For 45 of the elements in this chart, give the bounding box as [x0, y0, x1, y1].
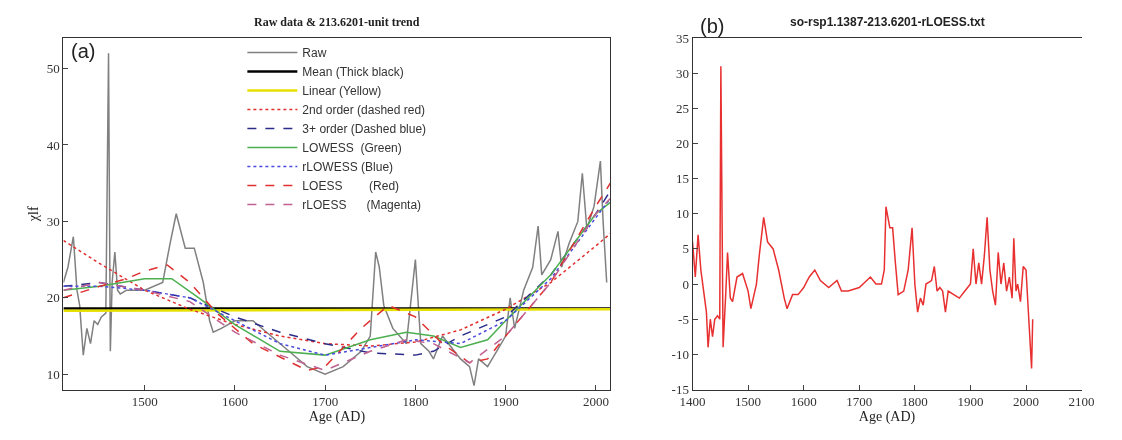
legend-label: rLOESS (Magenta) — [302, 198, 422, 213]
line-series — [692, 65, 1034, 370]
y-tick-label: 50 — [46, 61, 60, 77]
annotation: (a) — [71, 40, 96, 62]
x-tick-label: 1900 — [492, 394, 519, 410]
x-tick-label: 1800 — [901, 394, 928, 410]
y-tick-label: 30 — [675, 65, 689, 81]
x-axis-title: Age (AD) — [308, 409, 366, 426]
legend-label: Mean (Thick black) — [302, 65, 404, 80]
legend-label: Raw — [302, 46, 327, 61]
y-tick-label: 25 — [675, 100, 689, 116]
y-tick-label: -10 — [671, 346, 689, 362]
x-axis-title: Age (AD) — [858, 409, 916, 426]
legend-label: rLOWESS (Blue) — [302, 160, 394, 175]
y-tick-label: 5 — [682, 241, 689, 257]
x-tick-label: 1500 — [131, 394, 158, 410]
x-tick-label: 1600 — [790, 394, 817, 410]
y-tick-label: 10 — [675, 206, 689, 222]
x-tick-label: 2100 — [1068, 394, 1095, 410]
x-tick-label: 2000 — [582, 394, 609, 410]
x-tick-label: 1700 — [846, 394, 873, 410]
chart-title: so-rsp1.1387-213.6201-rLOESS.txt — [790, 15, 985, 29]
y-tick-label: 0 — [682, 276, 689, 292]
x-tick-label: 2000 — [1013, 394, 1040, 410]
x-tick-label: 1700 — [312, 394, 339, 410]
y-tick-label: 30 — [46, 213, 60, 229]
y-tick-label: -5 — [678, 311, 689, 327]
y-axis-title: χlf — [26, 206, 42, 223]
y-tick-label: 40 — [46, 137, 60, 153]
x-tick-label: 1800 — [402, 394, 429, 410]
y-tick-label: 20 — [675, 136, 689, 152]
x-tick-label: 1500 — [735, 394, 762, 410]
legend-label: Linear (Yellow) — [302, 84, 382, 99]
x-tick-label: 1600 — [221, 394, 248, 410]
y-tick-label: 15 — [675, 171, 689, 187]
legend-label: 2nd order (dashed red) — [302, 103, 426, 118]
legend-label: LOWESS (Green) — [302, 141, 402, 156]
y-tick-label: 10 — [46, 366, 60, 382]
chart-title: Raw data & 213.6201-unit trend — [254, 15, 420, 29]
legend-label: LOESS (Red) — [302, 179, 400, 194]
y-tick-label: 20 — [46, 290, 60, 306]
legend-label: 3+ order (Dashed blue) — [302, 122, 427, 137]
y-tick-label: 35 — [675, 30, 689, 46]
text: (b) — [700, 15, 725, 37]
x-tick-label: 1900 — [957, 394, 984, 410]
